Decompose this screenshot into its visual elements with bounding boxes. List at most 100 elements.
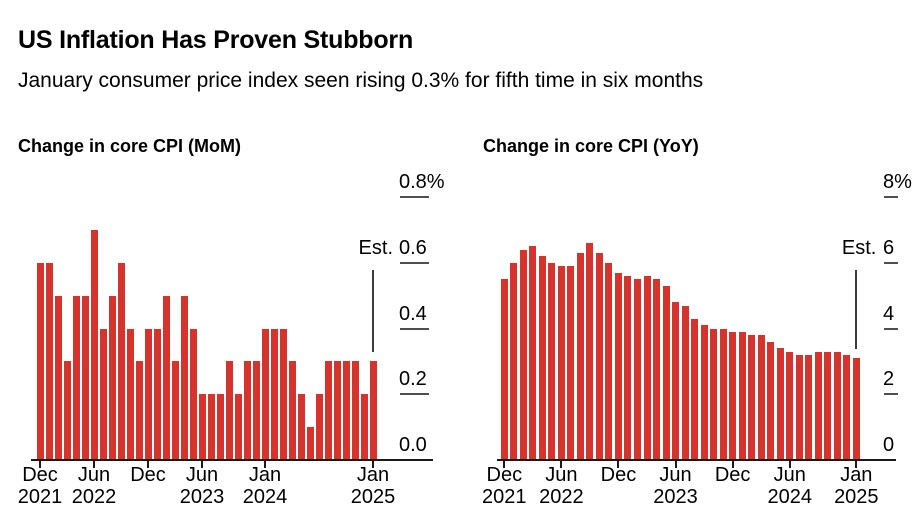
y-axis-tick <box>884 327 898 330</box>
x-axis-line <box>497 459 896 461</box>
bar <box>595 253 603 460</box>
x-axis-label: Jun 2022 <box>71 464 117 508</box>
bar <box>757 335 765 460</box>
bar <box>225 361 233 460</box>
bar <box>510 262 518 460</box>
bar <box>519 249 527 460</box>
bar <box>63 361 71 460</box>
x-axis-tick <box>788 459 791 468</box>
chart-mom-title: Change in core CPI (MoM) <box>18 135 242 156</box>
y-axis-tick <box>400 196 429 199</box>
x-axis-label: Jan 2025 <box>834 464 879 508</box>
y-axis-label: 0 <box>883 434 895 456</box>
y-axis-label: 0.0 <box>399 434 427 456</box>
bar <box>135 361 143 460</box>
bar <box>662 285 670 460</box>
x-axis-label: Jun 2022 <box>539 464 584 508</box>
bar <box>36 262 44 460</box>
bar <box>288 361 296 460</box>
y-axis-tick <box>400 261 429 264</box>
estimate-label: Est. <box>358 236 393 259</box>
bar <box>814 351 822 460</box>
bar <box>719 328 727 460</box>
bar <box>586 243 594 460</box>
bar <box>333 361 341 460</box>
bar <box>643 276 651 460</box>
bar <box>243 361 251 460</box>
bar <box>189 328 197 460</box>
y-axis-label: 8% <box>883 171 912 194</box>
x-axis-tick <box>39 459 41 468</box>
bar <box>351 361 359 460</box>
bar <box>767 341 775 460</box>
bar <box>824 351 832 460</box>
bar <box>672 302 680 460</box>
bar <box>180 295 188 460</box>
x-axis-label: Jun 2024 <box>767 464 812 508</box>
y-axis-tick <box>884 196 898 199</box>
x-axis-tick <box>617 459 620 468</box>
y-axis-label: 4 <box>883 302 895 325</box>
bar <box>691 318 699 460</box>
bar <box>270 328 278 460</box>
x-axis-tick <box>503 459 506 468</box>
bar <box>548 262 556 460</box>
x-axis-tick <box>93 459 95 468</box>
bar <box>805 354 813 460</box>
x-axis-label: Dec <box>130 464 166 486</box>
bar <box>729 331 737 460</box>
y-axis-tick <box>400 327 429 330</box>
bar <box>633 279 641 460</box>
bar <box>557 266 565 460</box>
bar <box>786 351 794 460</box>
bar <box>360 394 368 460</box>
bar <box>324 361 332 460</box>
x-axis-label: Jan 2024 <box>242 464 288 508</box>
y-axis-tick <box>884 393 898 396</box>
bar <box>108 295 116 460</box>
bar <box>624 276 632 460</box>
y-axis-label: 0.4 <box>399 302 427 325</box>
x-axis-label: Dec 2021 <box>17 464 63 508</box>
bar <box>843 354 851 460</box>
bar <box>776 348 784 460</box>
bar <box>261 328 269 460</box>
x-axis-label: Jun 2023 <box>179 464 225 508</box>
x-axis-label: Jun 2023 <box>653 464 698 508</box>
bar <box>153 328 161 460</box>
bar <box>529 246 537 460</box>
bar <box>681 305 689 460</box>
bar <box>700 325 708 460</box>
bar <box>653 279 661 460</box>
chart-yoy-title: Change in core CPI (YoY) <box>483 135 699 156</box>
bar <box>369 361 377 460</box>
bar <box>795 354 803 460</box>
bar <box>117 262 125 460</box>
x-axis-tick <box>731 459 734 468</box>
bar <box>852 358 860 460</box>
bar <box>576 253 584 460</box>
y-axis-tick <box>884 261 898 264</box>
bar <box>306 427 314 460</box>
y-axis-label: 6 <box>883 236 895 259</box>
bar <box>538 256 546 460</box>
estimate-line <box>372 269 374 353</box>
x-axis-tick <box>372 459 374 468</box>
y-axis-label: 0.2 <box>399 368 427 391</box>
bar <box>90 230 98 460</box>
page-subtitle: January consumer price index seen rising… <box>18 69 704 92</box>
x-axis-tick <box>201 459 203 468</box>
y-axis-label: 2 <box>883 368 895 391</box>
bar <box>833 351 841 460</box>
bar <box>748 335 756 460</box>
bar <box>614 272 622 460</box>
bar <box>171 361 179 460</box>
y-axis-label: 0.6 <box>399 236 427 259</box>
bar <box>54 295 62 460</box>
bar <box>567 266 575 460</box>
bar <box>500 279 508 460</box>
estimate-label: Est. <box>841 236 877 259</box>
x-axis-label: Dec <box>600 464 637 486</box>
